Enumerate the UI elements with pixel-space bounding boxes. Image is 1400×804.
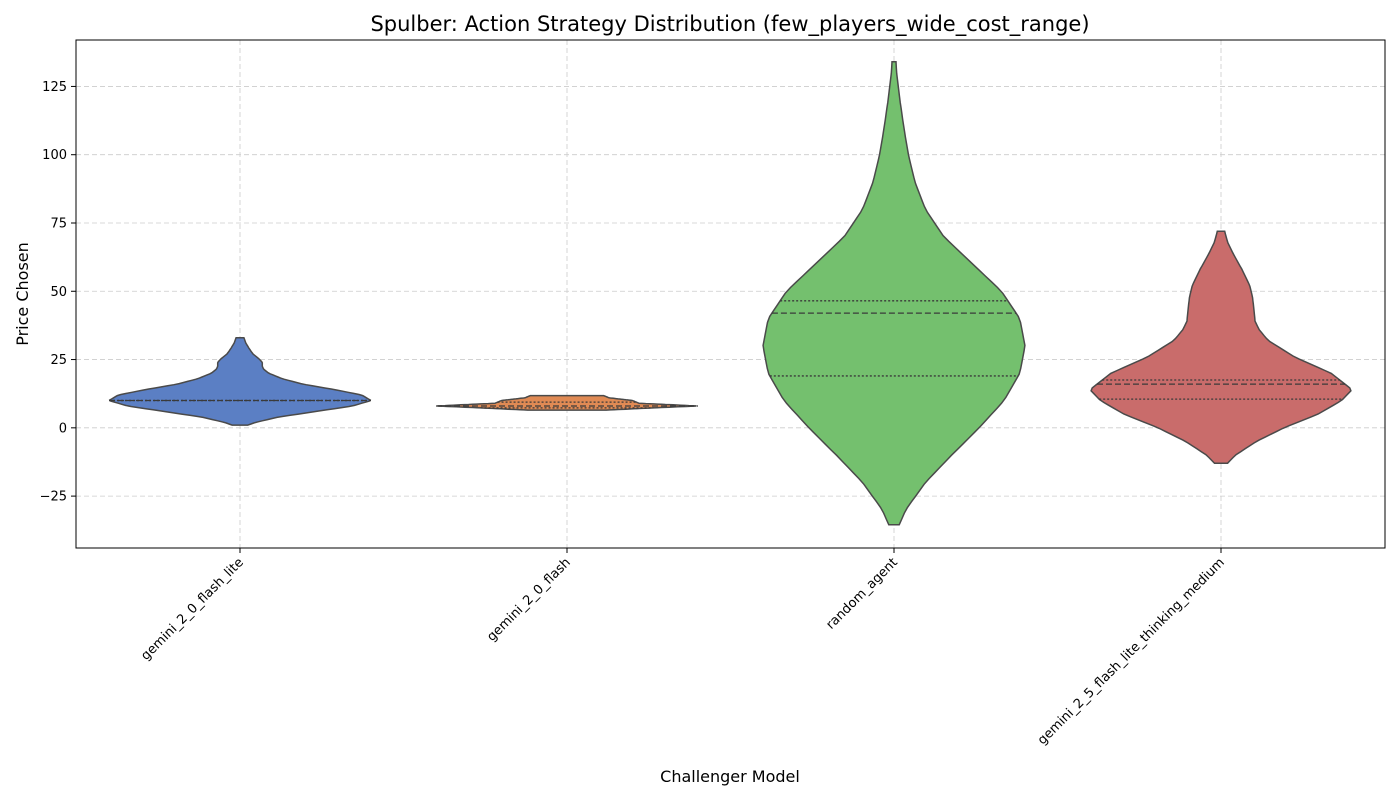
x-tick-label: gemini_2_0_flash_lite [138,555,246,663]
violin-body [437,394,697,411]
violin-layer [108,61,1352,526]
y-tick-label: 100 [42,148,67,163]
x-tick-label: gemini_2_0_flash [484,555,574,645]
y-axis-label: Price Chosen [13,242,32,346]
x-axis-label: Challenger Model [660,767,800,786]
chart-title: Spulber: Action Strategy Distribution (f… [370,12,1089,37]
y-tick-label: 50 [50,285,67,300]
plot-frame [75,39,1386,549]
y-tick-label: 125 [42,80,67,95]
x-tick-label: random_agent [823,555,900,632]
y-tick-label: 75 [50,216,67,231]
x-tick-label: gemini_2_5_flash_lite_thinking_medium [1035,555,1228,748]
y-tick-label: 0 [59,421,67,436]
violin-body [108,336,372,426]
violin-body [1090,230,1352,465]
y-tick-label: −25 [40,490,67,505]
y-tick-label: 25 [50,353,67,368]
grid-layer [76,40,1385,548]
violin-body [762,61,1026,526]
